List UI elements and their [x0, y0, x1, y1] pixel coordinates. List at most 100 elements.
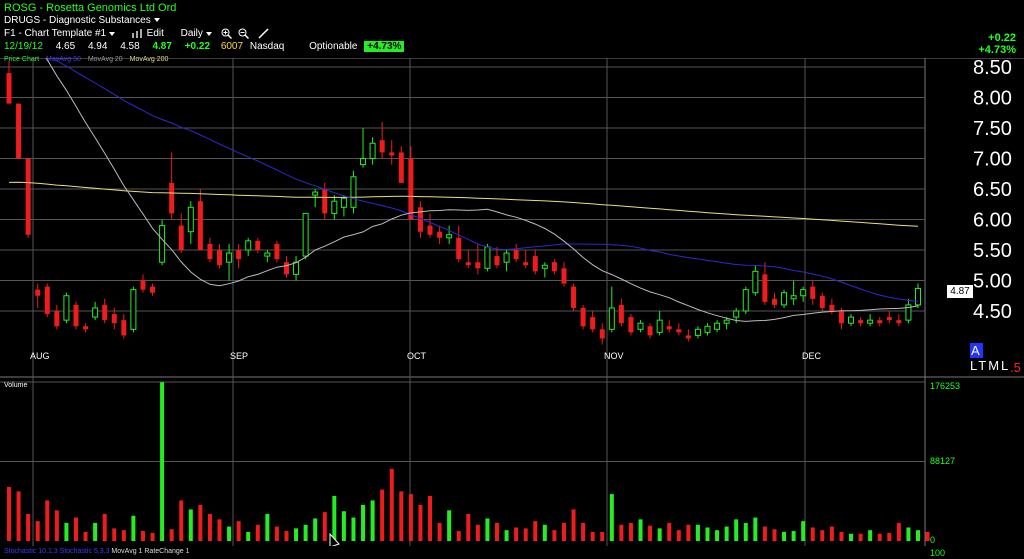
altml-indicator[interactable]: A LTML: [970, 343, 1024, 373]
volume-bar: [332, 495, 337, 541]
altml-rest: LTML: [970, 358, 1011, 373]
volume-bar: [906, 527, 911, 541]
volume-bar: [399, 491, 404, 541]
volume-bar: [791, 531, 796, 541]
zoom-in-button[interactable]: [221, 28, 232, 40]
candle-body: [16, 103, 22, 159]
volume-bar: [801, 521, 806, 541]
candle-body: [322, 189, 328, 214]
legend-price[interactable]: Price Chart: [4, 56, 40, 63]
volume-bar: [676, 530, 681, 541]
draw-tool-button[interactable]: [258, 28, 269, 39]
symbol-title[interactable]: ROSG - Rosetta Genomics Ltd Ord: [4, 2, 177, 14]
volume-bar: [628, 522, 633, 541]
candle-body: [685, 335, 691, 339]
volume-bar: [715, 530, 720, 541]
candle-body: [408, 158, 414, 220]
candle-body: [790, 295, 797, 300]
volume-bar: [160, 382, 165, 541]
ma200-line: [8, 181, 919, 227]
candle-body: [169, 182, 175, 214]
volume-bar: [839, 531, 844, 541]
legend-ma50[interactable]: MovAvg 50: [45, 56, 81, 63]
volume-chart[interactable]: 176253 88127 0 Volume: [0, 378, 1024, 546]
x-month-label: SEP: [230, 351, 248, 361]
altml-a: A: [970, 343, 983, 358]
x-month-label: NOV: [604, 351, 624, 361]
volume-bar: [743, 522, 748, 541]
mouse-cursor-icon: [329, 532, 340, 546]
candle-body: [608, 307, 615, 330]
candle-body: [197, 201, 203, 250]
volume-bar: [255, 524, 260, 541]
volume-bar: [294, 528, 299, 541]
y-tick-label: 8.50: [973, 58, 1012, 79]
zoom-in-icon: [221, 28, 232, 40]
volume-bar: [408, 494, 413, 541]
volume-bar: [466, 513, 471, 541]
candle-body: [360, 158, 367, 166]
volume-bar: [265, 513, 270, 541]
template-dropdown[interactable]: F1 - Chart Template #1: [4, 28, 116, 40]
volume-bar: [762, 526, 767, 541]
candle-body: [187, 206, 194, 233]
period-dropdown[interactable]: Daily: [181, 28, 212, 39]
candle-body: [293, 261, 300, 275]
chevron-down-icon: [109, 31, 116, 36]
candle-body: [6, 73, 12, 104]
y-tick-label: 7.50: [973, 118, 1012, 140]
legend-movavg1[interactable]: MovAvg 1: [111, 548, 143, 555]
volume-bar: [351, 517, 356, 541]
candle-body: [541, 264, 548, 269]
candle-body: [35, 289, 41, 296]
y-tick-label: 6.00: [973, 210, 1012, 232]
candle-body: [73, 304, 79, 327]
volume-bar: [188, 509, 193, 541]
candle-body: [877, 320, 883, 324]
volume-bar: [782, 531, 787, 541]
candle-body: [379, 140, 385, 153]
volume-bar: [552, 530, 557, 541]
candle-body: [274, 243, 280, 260]
y-tick-label: 6.50: [973, 179, 1012, 201]
last-price-tag: 4.87: [947, 285, 973, 298]
candle-body: [264, 252, 271, 257]
candle-body: [694, 328, 701, 336]
legend-ma20[interactable]: MovAvg 20: [87, 56, 123, 63]
candle-body: [54, 311, 60, 327]
zoom-out-button[interactable]: [238, 28, 250, 40]
candle-body: [484, 246, 491, 269]
edit-label: Edit: [146, 28, 164, 40]
chevron-down-icon: [205, 31, 212, 36]
legend-stoch-a[interactable]: Stochastic 10,1,3: [4, 548, 58, 555]
legend-stoch-b[interactable]: Stochastic 5,3,3: [59, 548, 110, 555]
watchlist-selector[interactable]: DRUGS - Diagnostic Substances: [4, 15, 160, 26]
candle-body: [398, 152, 404, 183]
legend-ratechange[interactable]: RateChange 1: [144, 548, 190, 555]
volume-bar: [236, 521, 241, 541]
volume-bar: [217, 519, 222, 541]
watchlist-label: DRUGS - Diagnostic Substances: [4, 15, 151, 26]
volume-bar: [16, 491, 21, 541]
volume-bar: [370, 500, 375, 541]
y-tick-label: 5.00: [973, 271, 1012, 293]
candle-body: [226, 252, 233, 263]
volume-bar: [887, 532, 892, 541]
candle-body: [465, 262, 471, 266]
candle-body: [867, 319, 874, 324]
edit-button[interactable]: Edit: [131, 28, 164, 40]
candle-body: [561, 268, 567, 284]
price-chart[interactable]: 8.50 8.00 7.50 7.00 6.50 6.00 5.50 5.00 4.50 AUG S…: [0, 58, 1024, 378]
candle-body: [666, 326, 672, 330]
candle-body: [207, 243, 213, 260]
ma20-line: [45, 58, 919, 322]
template-label: F1 - Chart Template #1: [4, 28, 107, 40]
candle-body: [159, 225, 166, 263]
volume-bar: [638, 519, 643, 541]
volume-bar: [648, 525, 653, 541]
legend-ma200[interactable]: MovAvg 200: [129, 56, 169, 63]
candle-body: [886, 317, 892, 321]
volume-bar: [169, 529, 174, 541]
candle-body: [800, 289, 807, 297]
volume-bar: [93, 522, 98, 541]
